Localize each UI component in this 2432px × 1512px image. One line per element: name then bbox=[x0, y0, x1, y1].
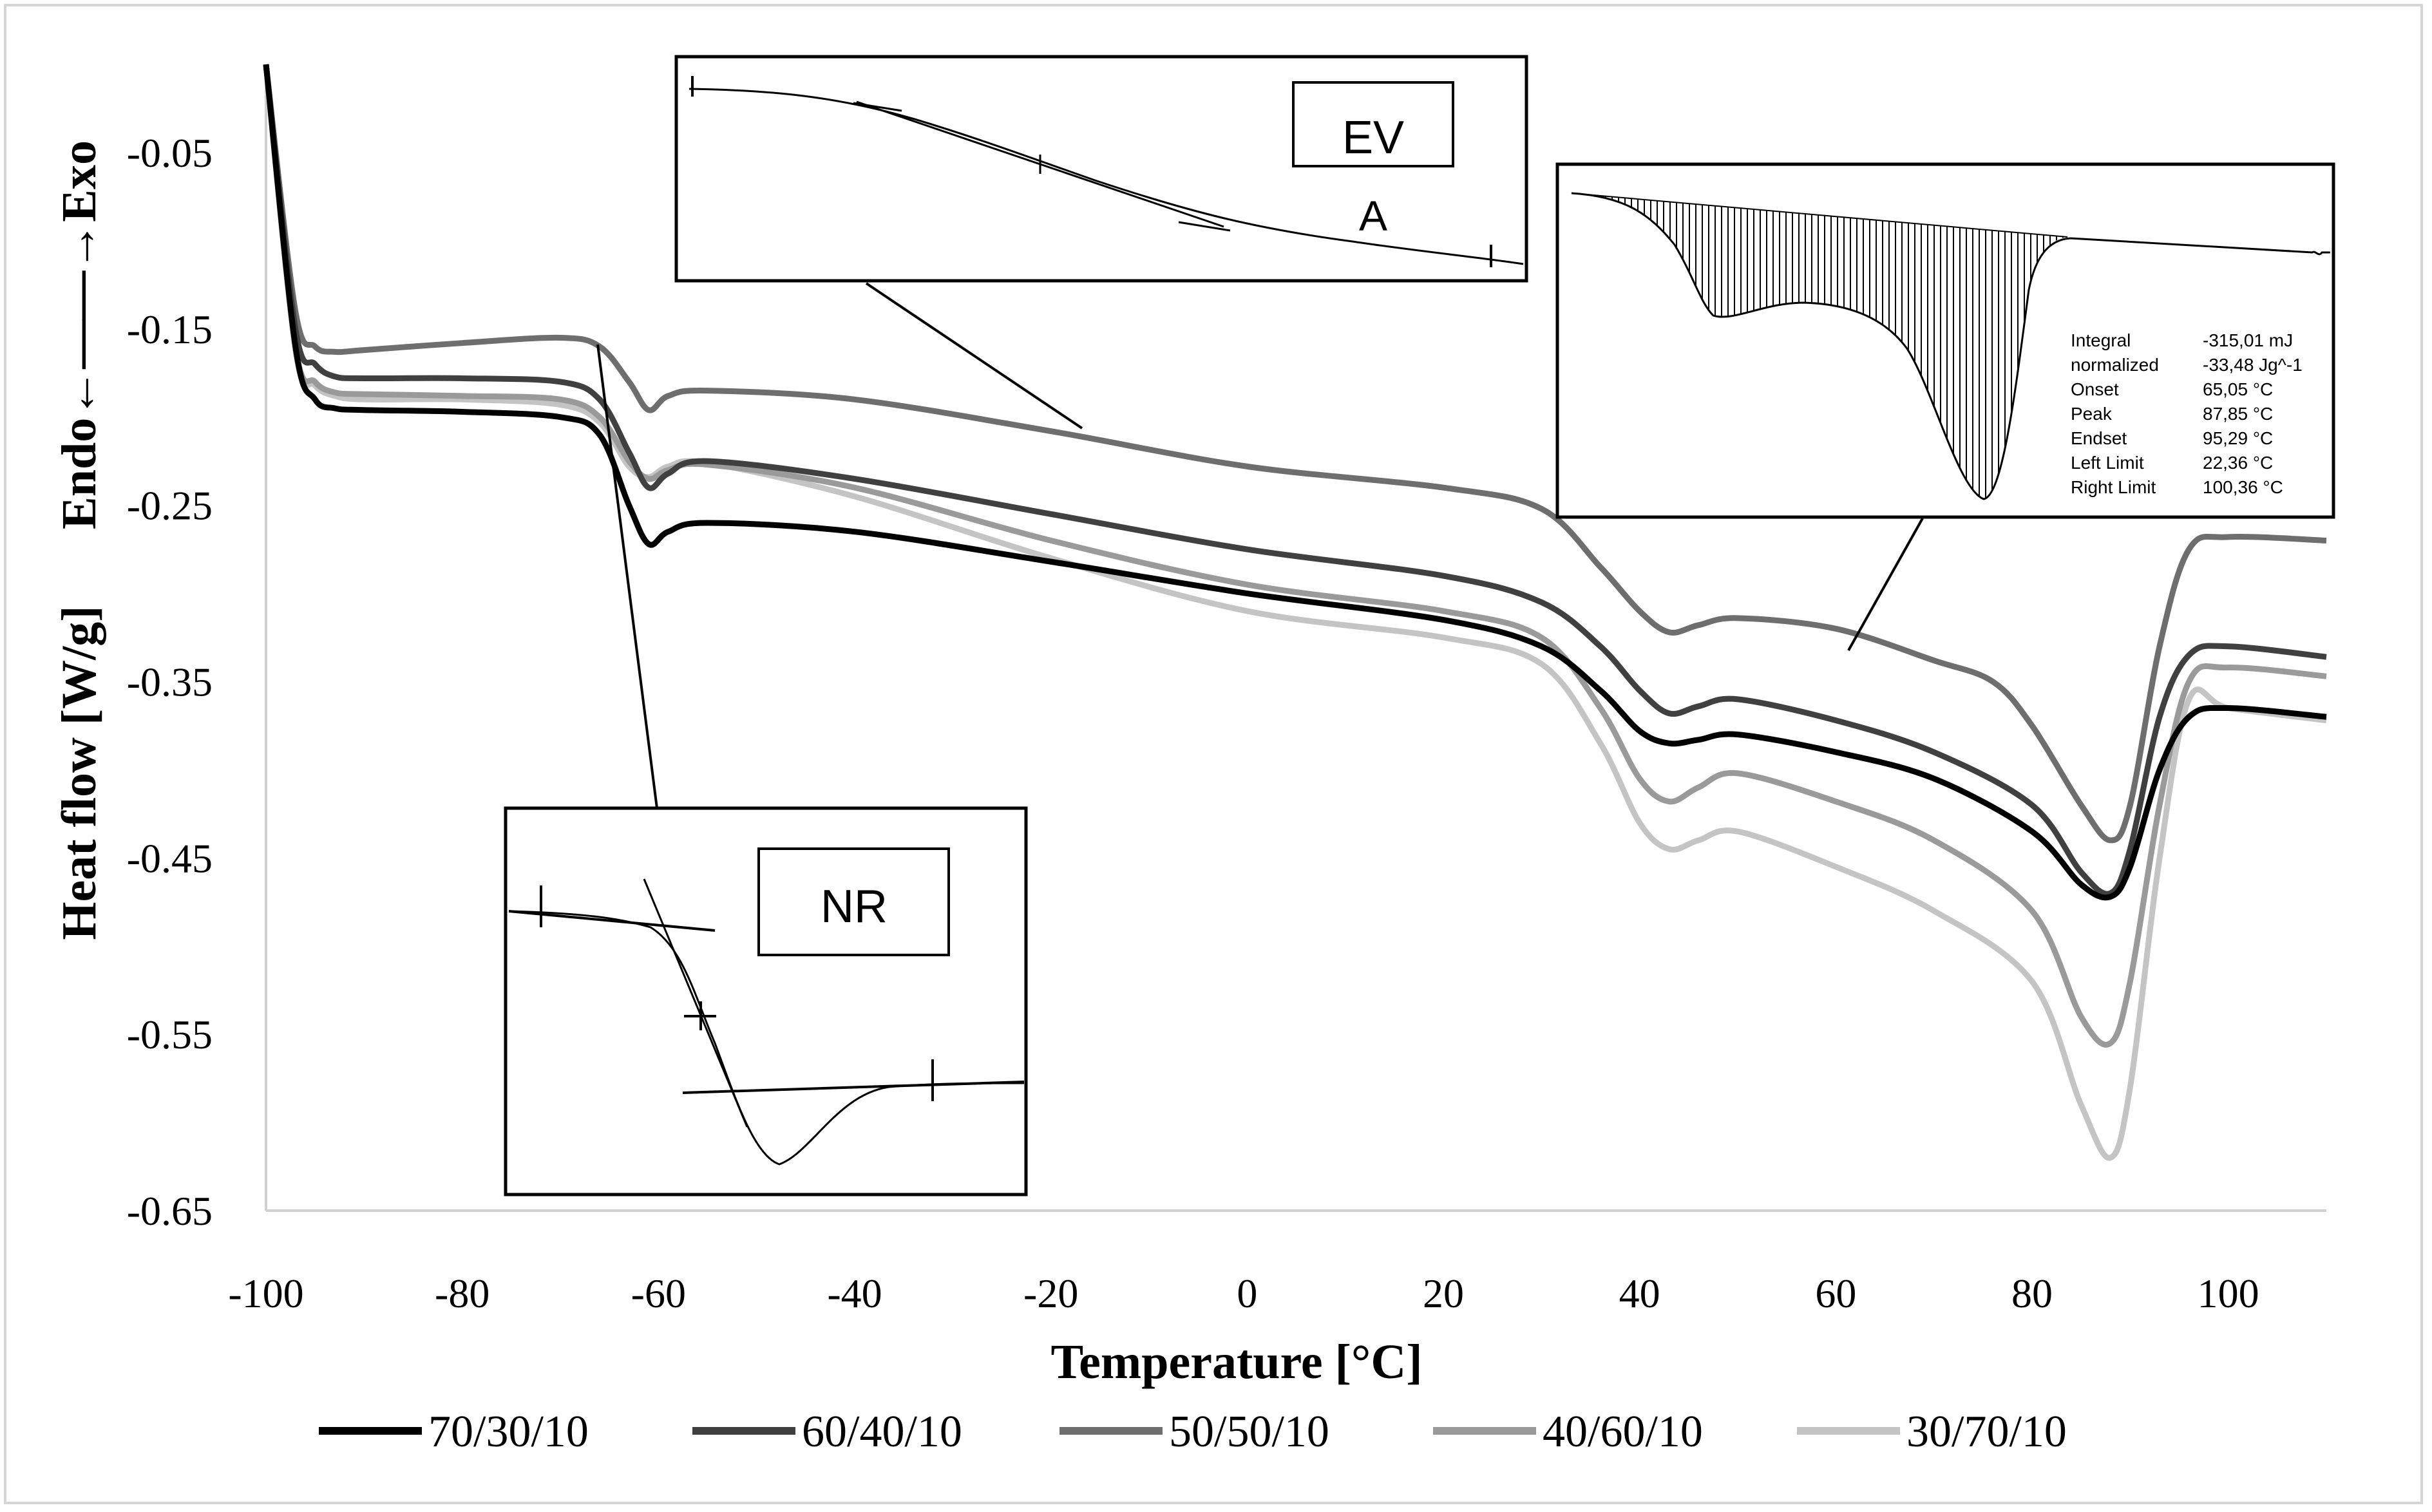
integral-row-label: Left Limit bbox=[2071, 453, 2144, 473]
integral-row-value: 100,36 °C bbox=[2203, 477, 2283, 497]
x-tick-label: 100 bbox=[2198, 1271, 2259, 1316]
x-tick-label: -100 bbox=[228, 1271, 303, 1316]
x-tick-label: -60 bbox=[631, 1271, 686, 1316]
legend-label: 50/50/10 bbox=[1169, 1407, 1329, 1457]
ev-inset-sublabel: A bbox=[1359, 192, 1387, 240]
integral-connector-line bbox=[1847, 518, 1924, 651]
y-tick-label: -0.25 bbox=[127, 483, 213, 529]
x-tick-label: -20 bbox=[1023, 1271, 1078, 1316]
y-tick-label: -0.55 bbox=[127, 1012, 213, 1057]
y-tick-label: -0.05 bbox=[127, 130, 213, 176]
integral-row-label: normalized bbox=[2071, 355, 2159, 375]
x-axis-label: Temperature [°C] bbox=[1050, 1335, 1422, 1389]
ev-inset: EV A bbox=[674, 55, 1528, 283]
x-tick-label: -80 bbox=[435, 1271, 489, 1316]
x-tick-label: 60 bbox=[1815, 1271, 1856, 1316]
series-line-50-50-10 bbox=[263, 64, 2327, 844]
series-lines bbox=[263, 64, 2327, 1161]
x-tick-label: 0 bbox=[1237, 1271, 1257, 1316]
nr-tangent-steep bbox=[643, 878, 748, 1128]
integral-row-value: -33,48 Jg^-1 bbox=[2203, 355, 2303, 375]
series-line-70-30-10 bbox=[263, 64, 2327, 901]
nr-inset: NR bbox=[504, 806, 1028, 1196]
legend-label: 70/30/10 bbox=[428, 1407, 589, 1457]
integral-row-label: Integral bbox=[2071, 330, 2131, 350]
integral-row-label: Endset bbox=[2071, 428, 2127, 448]
integral-results-table: Integral -315,01 mJ normalized -33,48 Jg^-… bbox=[2071, 330, 2303, 497]
legend: 70/30/10 60/40/10 50/50/10 40/60/10 30/70/10 bbox=[319, 1407, 2067, 1457]
integral-row-value: -315,01 mJ bbox=[2203, 330, 2293, 350]
nr-inset-label: NR bbox=[821, 881, 888, 932]
integral-peak-area bbox=[1572, 193, 2067, 499]
integral-row-label: Onset bbox=[2071, 379, 2119, 399]
y-tick-label: -0.35 bbox=[127, 659, 213, 704]
series-line-40-60-10 bbox=[263, 64, 2327, 1048]
x-tick-label: 40 bbox=[1619, 1271, 1660, 1316]
x-tick-label: -40 bbox=[827, 1271, 882, 1316]
integral-row-value: 65,05 °C bbox=[2203, 379, 2273, 399]
integral-baseline bbox=[1571, 193, 2068, 238]
x-tick-labels: -100 -80 -60 -40 -20 0 20 40 60 80 100 bbox=[228, 1271, 2259, 1316]
legend-label: 60/40/10 bbox=[802, 1407, 962, 1457]
x-tick-label: 80 bbox=[2011, 1271, 2053, 1316]
integral-curve bbox=[1571, 192, 2330, 500]
x-tick-label: 20 bbox=[1423, 1271, 1464, 1316]
integral-row-value: 87,85 °C bbox=[2203, 404, 2273, 424]
y-tick-label: -0.15 bbox=[127, 307, 213, 352]
y-axis-label: Heat flow [W/g] bbox=[52, 605, 106, 940]
integral-row-value: 22,36 °C bbox=[2203, 453, 2273, 473]
legend-label: 40/60/10 bbox=[1543, 1407, 1703, 1457]
y-tick-label: -0.65 bbox=[127, 1188, 213, 1234]
ev-inset-curve bbox=[689, 88, 1524, 265]
nr-tangent-upper bbox=[508, 910, 716, 932]
integral-row-label: Right Limit bbox=[2071, 477, 2156, 497]
chart-frame bbox=[4, 4, 2423, 1504]
integral-row-label: Peak bbox=[2071, 404, 2113, 424]
integral-inset: Integral -315,01 mJ normalized -33,48 Jg^-… bbox=[1555, 162, 2335, 519]
y-axis-secondary-label: Endo←——→Exo bbox=[52, 140, 106, 529]
nr-tangent-lower bbox=[682, 1081, 1025, 1094]
ev-inset-label: EV bbox=[1342, 112, 1404, 164]
legend-label: 30/70/10 bbox=[1906, 1407, 2067, 1457]
ev-connector-line bbox=[865, 282, 1083, 430]
y-tick-label: -0.45 bbox=[127, 835, 213, 881]
series-line-30-70-10 bbox=[263, 64, 2327, 1161]
nr-connector-line bbox=[596, 344, 658, 809]
series-line-60-40-10 bbox=[263, 64, 2327, 897]
integral-row-value: 95,29 °C bbox=[2203, 428, 2273, 448]
y-tick-labels: -0.05 -0.15 -0.25 -0.35 -0.45 -0.55 -0.65 bbox=[127, 130, 213, 1234]
